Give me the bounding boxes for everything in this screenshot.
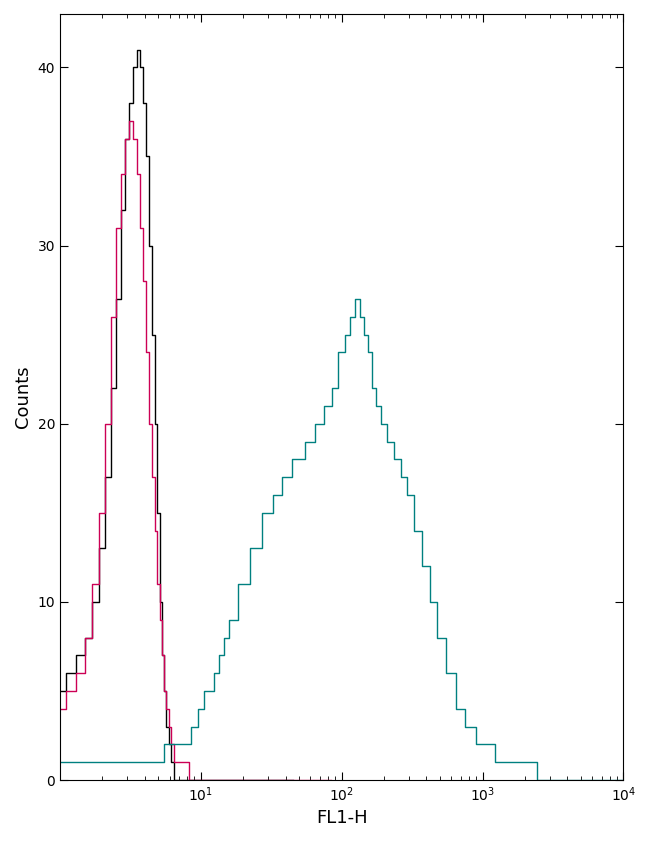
Y-axis label: Counts: Counts xyxy=(14,366,32,428)
X-axis label: FL1-H: FL1-H xyxy=(316,809,367,827)
